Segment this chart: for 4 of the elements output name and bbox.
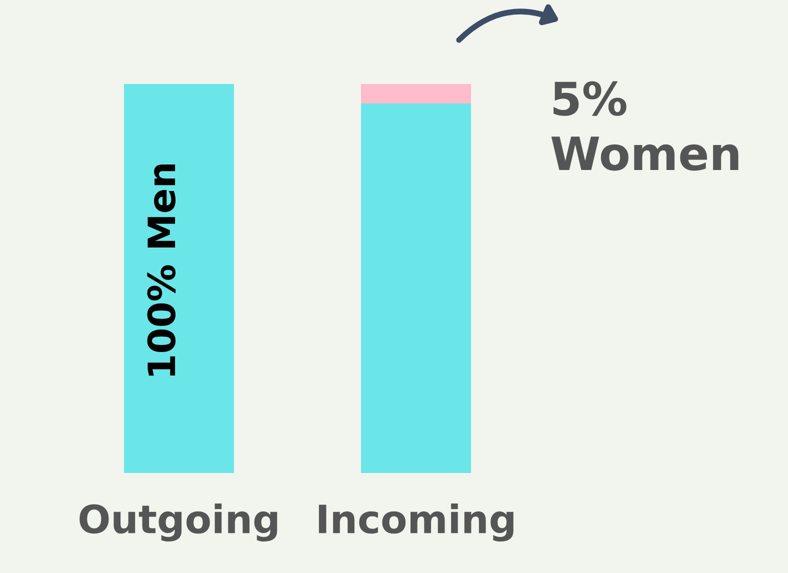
x-tick-label: Incoming <box>318 504 514 542</box>
text: 5% Women <box>551 81 738 171</box>
data-label: 100% Men <box>147 164 176 376</box>
x-tick-label: Outgoing <box>80 504 278 542</box>
